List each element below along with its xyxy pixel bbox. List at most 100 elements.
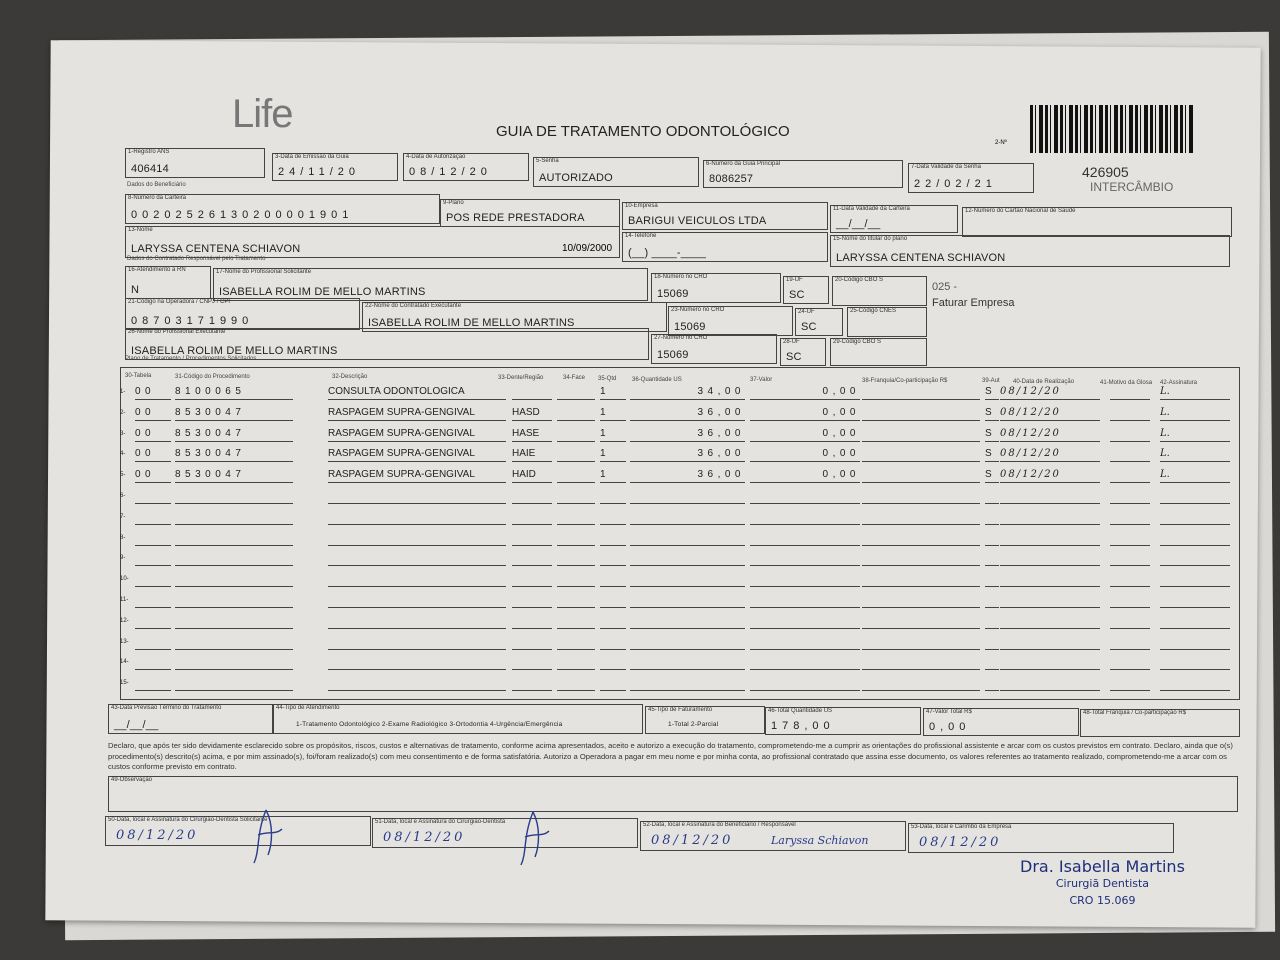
- cell-descricao[interactable]: [328, 552, 506, 567]
- field-f6[interactable]: 6-Número da Guia Principal 8086257: [703, 160, 903, 188]
- cell-assinatura[interactable]: L.: [1160, 428, 1230, 442]
- field-f46[interactable]: 46-Total Quantidade US 178,00: [765, 707, 921, 735]
- cell-data[interactable]: [1000, 532, 1100, 546]
- cell-codigo[interactable]: 8530047: [175, 428, 293, 442]
- cell-franquia[interactable]: [862, 490, 980, 504]
- field-f12[interactable]: 12-Número do Cartão Nacional de Saúde: [962, 207, 1232, 237]
- field-f48[interactable]: 48-Total Franquia / Co-participação R$: [1080, 709, 1240, 737]
- cell-valor[interactable]: [750, 511, 860, 525]
- cell-face[interactable]: [557, 469, 595, 484]
- cell-qtd[interactable]: 1: [600, 386, 626, 400]
- cell-glosa[interactable]: [1110, 615, 1150, 629]
- field-f4[interactable]: 4-Data de Autorização 08/12/20: [403, 153, 529, 181]
- field-f43[interactable]: 43-Data Previsão Término do Tratamento __…: [108, 704, 273, 734]
- cell-face[interactable]: [557, 428, 595, 442]
- signature-f52[interactable]: 52-Data, local e Assinatura do Beneficiá…: [640, 821, 906, 851]
- cell-data[interactable]: [1000, 656, 1100, 671]
- field-f11[interactable]: 11-Data Validade da Carteira __/__/__: [830, 205, 958, 233]
- cell-aut[interactable]: S: [985, 448, 999, 463]
- cell-valor[interactable]: 0,00: [750, 386, 860, 400]
- field-f22[interactable]: 22-Nome do Contratado Executante ISABELLA…: [362, 302, 667, 332]
- cell-qtd-us[interactable]: [630, 532, 745, 546]
- cell-face[interactable]: [557, 490, 595, 504]
- cell-dente[interactable]: [512, 511, 552, 525]
- cell-franquia[interactable]: [862, 407, 980, 421]
- cell-glosa[interactable]: [1110, 532, 1150, 546]
- cell-qtd-us[interactable]: 36,00: [630, 428, 745, 442]
- cell-qtd[interactable]: [600, 594, 626, 608]
- cell-data[interactable]: [1000, 615, 1100, 629]
- cell-valor[interactable]: [750, 656, 860, 671]
- cell-valor[interactable]: [750, 594, 860, 608]
- field-f26[interactable]: 26-Nome do Profissional Executante ISABEL…: [125, 328, 649, 360]
- cell-qtd-us[interactable]: [630, 511, 745, 525]
- cell-valor[interactable]: 0,00: [750, 407, 860, 421]
- cell-descricao[interactable]: [328, 677, 506, 692]
- cell-tabela[interactable]: [135, 615, 171, 629]
- cell-qtd[interactable]: [600, 636, 626, 650]
- cell-aut[interactable]: S: [985, 469, 999, 484]
- cell-descricao[interactable]: [328, 615, 506, 629]
- cell-data[interactable]: 08/12/20: [1000, 469, 1100, 484]
- cell-glosa[interactable]: [1110, 448, 1150, 463]
- cell-qtd[interactable]: [600, 490, 626, 504]
- cell-assinatura[interactable]: [1160, 677, 1230, 692]
- cell-descricao[interactable]: RASPAGEM SUPRA-GENGIVAL: [328, 469, 506, 484]
- cell-tabela[interactable]: [135, 636, 171, 650]
- cell-face[interactable]: [557, 552, 595, 567]
- cell-glosa[interactable]: [1110, 573, 1150, 588]
- cell-face[interactable]: [557, 532, 595, 546]
- cell-qtd-us[interactable]: [630, 636, 745, 650]
- cell-descricao[interactable]: [328, 490, 506, 504]
- field-f45[interactable]: 45-Tipo de Faturamento 1-Total 2-Parcial: [645, 706, 765, 734]
- field-f21[interactable]: 21-Código na Operadora / CNPJ / CPF 08703…: [125, 298, 360, 330]
- cell-data[interactable]: [1000, 636, 1100, 650]
- cell-assinatura[interactable]: [1160, 594, 1230, 608]
- field-f1[interactable]: 1-Registro ANS 406414: [125, 148, 265, 178]
- cell-tabela[interactable]: [135, 532, 171, 546]
- cell-aut[interactable]: S: [985, 407, 999, 421]
- cell-aut[interactable]: [985, 552, 999, 567]
- cell-aut[interactable]: S: [985, 428, 999, 442]
- cell-data[interactable]: [1000, 490, 1100, 504]
- cell-dente[interactable]: [512, 677, 552, 692]
- cell-glosa[interactable]: [1110, 594, 1150, 608]
- cell-qtd-us[interactable]: [630, 490, 745, 504]
- cell-assinatura[interactable]: [1160, 490, 1230, 504]
- cell-aut[interactable]: [985, 490, 999, 504]
- cell-qtd-us[interactable]: 34,00: [630, 386, 745, 400]
- cell-valor[interactable]: [750, 552, 860, 567]
- cell-qtd[interactable]: 1: [600, 428, 626, 442]
- cell-face[interactable]: [557, 636, 595, 650]
- cell-franquia[interactable]: [862, 428, 980, 442]
- cell-valor[interactable]: [750, 677, 860, 692]
- cell-franquia[interactable]: [862, 656, 980, 671]
- cell-codigo[interactable]: [175, 636, 293, 650]
- cell-aut[interactable]: S: [985, 386, 999, 400]
- field-f9[interactable]: 9-Plano POS REDE PRESTADORA: [440, 199, 620, 227]
- cell-dente[interactable]: HASE: [512, 428, 552, 442]
- cell-codigo[interactable]: [175, 594, 293, 608]
- cell-descricao[interactable]: RASPAGEM SUPRA-GENGIVAL: [328, 448, 506, 463]
- cell-dente[interactable]: [512, 552, 552, 567]
- cell-descricao[interactable]: RASPAGEM SUPRA-GENGIVAL: [328, 428, 506, 442]
- cell-data[interactable]: [1000, 677, 1100, 692]
- cell-aut[interactable]: [985, 594, 999, 608]
- cell-aut[interactable]: [985, 677, 999, 692]
- cell-codigo[interactable]: [175, 532, 293, 546]
- cell-descricao[interactable]: CONSULTA ODONTOLOGICA: [328, 386, 506, 400]
- cell-qtd[interactable]: [600, 511, 626, 525]
- cell-data[interactable]: 08/12/20: [1000, 386, 1100, 400]
- field-f17[interactable]: 17-Nome do Profissional Solicitante ISABE…: [213, 268, 648, 301]
- cell-franquia[interactable]: [862, 552, 980, 567]
- cell-franquia[interactable]: [862, 532, 980, 546]
- field-f13[interactable]: 13-Nome LARYSSA CENTENA SCHIAVON: [125, 226, 620, 258]
- cell-codigo[interactable]: 8530047: [175, 407, 293, 421]
- cell-franquia[interactable]: [862, 615, 980, 629]
- cell-data[interactable]: 08/12/20: [1000, 448, 1100, 463]
- cell-glosa[interactable]: [1110, 469, 1150, 484]
- signature-f50[interactable]: 50-Data, local e Assinatura do Cirurgião…: [105, 809, 371, 864]
- cell-tabela[interactable]: 00: [135, 428, 171, 442]
- cell-descricao[interactable]: RASPAGEM SUPRA-GENGIVAL: [328, 407, 506, 421]
- field-f10[interactable]: 10-Empresa BARIGUI VEICULOS LTDA: [622, 202, 828, 230]
